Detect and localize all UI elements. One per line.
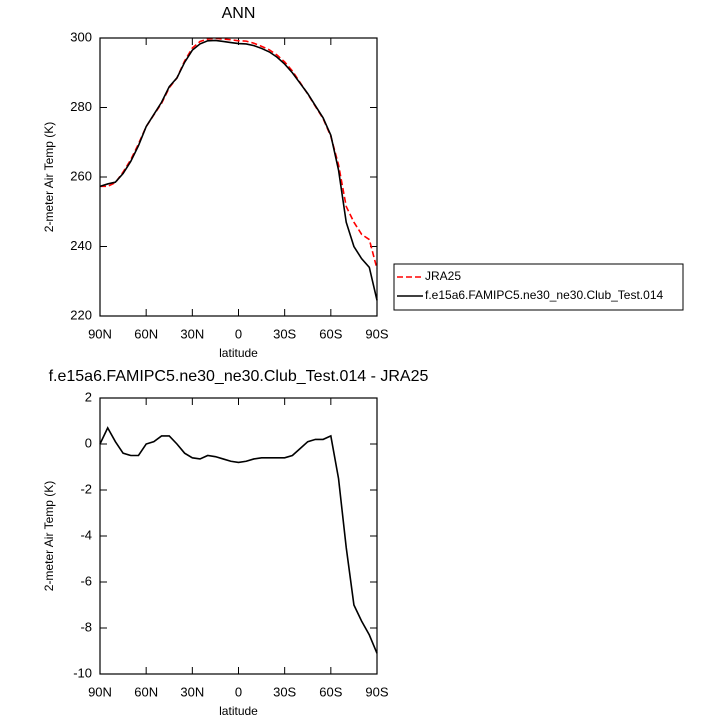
x-tick-label: 60S [319, 326, 342, 341]
x-axis-label: latitude [219, 346, 258, 360]
x-tick-label: 30S [273, 684, 296, 699]
line-series [99, 426, 378, 654]
plot-frame [99, 397, 378, 675]
y-tick-label: 220 [70, 307, 92, 322]
legend-box [393, 263, 684, 311]
x-tick-label: 60N [134, 326, 158, 341]
y-tick-label: -6 [80, 573, 92, 588]
x-tick-label: 30N [180, 684, 204, 699]
x-tick-label: 60S [319, 684, 342, 699]
x-tick-label: 90S [365, 684, 388, 699]
y-tick-label: 300 [70, 29, 92, 44]
chart-title: f.e15a6.FAMIPC5.ne30_ne30.Club_Test.014 … [49, 368, 429, 385]
x-tick-label: 90S [365, 326, 388, 341]
x-tick-label: 30N [180, 326, 204, 341]
x-tick-label: 90N [88, 684, 112, 699]
y-axis-label: 2-meter Air Temp (K) [42, 481, 56, 591]
x-tick-label: 60N [134, 684, 158, 699]
y-tick-label: -2 [80, 481, 92, 496]
plot-frame [99, 37, 378, 317]
legend-label: JRA25 [425, 269, 461, 283]
x-axis-label: latitude [219, 704, 258, 718]
y-tick-label: 260 [70, 168, 92, 183]
y-tick-label: 240 [70, 238, 92, 253]
y-tick-label: -8 [80, 619, 92, 634]
line-series [99, 39, 378, 301]
x-tick-label: 30S [273, 326, 296, 341]
y-tick-label: -10 [73, 665, 92, 680]
y-tick-label: 0 [85, 435, 92, 450]
x-tick-label: 0 [235, 684, 242, 699]
y-tick-label: 2 [85, 389, 92, 404]
x-tick-label: 90N [88, 326, 112, 341]
x-tick-label: 0 [235, 326, 242, 341]
y-axis-label: 2-meter Air Temp (K) [42, 122, 56, 232]
legend-label: f.e15a6.FAMIPC5.ne30_ne30.Club_Test.014 [425, 288, 663, 302]
chart-title: ANN [222, 5, 256, 22]
y-tick-label: 280 [70, 99, 92, 114]
y-tick-label: -4 [80, 527, 92, 542]
